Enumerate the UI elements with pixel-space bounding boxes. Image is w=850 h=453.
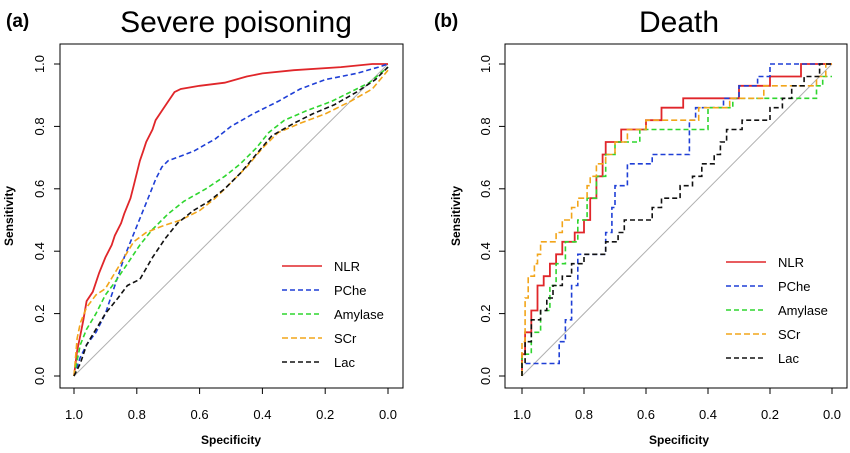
plot-frame-a (59, 43, 404, 389)
x-tick-label: 0.2 (316, 407, 334, 422)
x-tick-label: 0.8 (575, 407, 593, 422)
plot-frame-b (504, 43, 848, 389)
legend-label-scr: SCr (778, 327, 801, 342)
y-tick-label: 0.4 (478, 242, 493, 260)
series-line-amylase (521, 75, 832, 376)
chart-title-a: Severe poisoning (120, 6, 352, 39)
x-tick-label: 0.6 (637, 407, 655, 422)
series-group-a (73, 63, 389, 377)
legend-label-pche: PChe (778, 279, 811, 294)
series-line-pche (73, 63, 389, 377)
legend-b: NLR PChe Amylase SCr Lac (726, 255, 828, 366)
y-tick-label: 1.0 (478, 55, 493, 73)
series-line-amylase (73, 66, 389, 377)
series-line-scr (73, 69, 389, 377)
legend-label-lac: Lac (334, 355, 355, 370)
legend-label-scr: SCr (334, 331, 357, 346)
x-tick-label: 0.4 (699, 407, 717, 422)
y-tick-label: 0.2 (32, 305, 47, 323)
diagonal-line (73, 63, 389, 377)
legend-label-nlr: NLR (334, 259, 360, 274)
y-tick-label: 0.0 (32, 367, 47, 385)
legend-label-pche: PChe (334, 283, 367, 298)
series-line-nlr (521, 63, 832, 376)
x-axis-label-b: Specificity (649, 433, 709, 447)
series-line-scr (521, 63, 832, 376)
series-group-b (521, 63, 832, 376)
x-tick-label: 1.0 (513, 407, 531, 422)
legend-label-amylase: Amylase (778, 303, 828, 318)
series-line-nlr (73, 63, 388, 377)
reference-diagonal-b (521, 63, 833, 377)
legend-a: NLR PChe Amylase SCr Lac (282, 259, 384, 370)
x-tick-label: 0.0 (823, 407, 841, 422)
y-axis-b: 0.0 0.2 0.4 0.6 0.8 1.0 (478, 55, 505, 385)
y-tick-label: 0.0 (478, 367, 493, 385)
series-line-lac (73, 66, 389, 377)
y-tick-label: 0.8 (32, 117, 47, 135)
chart-title-b: Death (639, 6, 719, 39)
diagonal-line (521, 63, 833, 377)
x-axis-a: 1.0 0.8 0.6 0.4 0.2 0.0 (65, 388, 397, 422)
x-axis-b: 1.0 0.8 0.6 0.4 0.2 0.0 (513, 388, 841, 422)
y-axis-label-b: Sensitivity (449, 186, 463, 246)
y-tick-label: 0.2 (478, 305, 493, 323)
y-axis-label-a: Sensitivity (2, 186, 16, 246)
panel-label-a: (a) (6, 11, 29, 32)
x-tick-label: 0.8 (128, 407, 146, 422)
reference-diagonal-a (73, 63, 389, 377)
y-tick-label: 1.0 (32, 55, 47, 73)
legend-label-amylase: Amylase (334, 307, 384, 322)
panel-severe-poisoning: (a) Severe poisoning 0.00.20.40.60.81.0 … (2, 6, 404, 447)
y-axis-a: 0.0 0.2 0.4 0.6 0.8 1.0 (32, 55, 60, 385)
y-tick-label: 0.6 (32, 180, 47, 198)
panel-label-b: (b) (434, 11, 458, 32)
y-tick-label: 0.8 (478, 117, 493, 135)
x-axis-label-a: Specificity (201, 433, 261, 447)
y-tick-label: 0.4 (32, 242, 47, 260)
x-tick-label: 0.6 (191, 407, 209, 422)
y-tick-label: 0.6 (478, 180, 493, 198)
x-tick-label: 0.0 (379, 407, 397, 422)
x-tick-label: 1.0 (65, 407, 83, 422)
legend-label-nlr: NLR (778, 255, 804, 270)
panel-death: (b) Death 0.00.20.40.60.81.0 1.0 0.8 0.6 0.… (434, 6, 848, 447)
legend-label-lac: Lac (778, 351, 799, 366)
x-tick-label: 0.4 (253, 407, 271, 422)
x-tick-label: 0.2 (761, 407, 779, 422)
series-line-lac (521, 63, 832, 376)
